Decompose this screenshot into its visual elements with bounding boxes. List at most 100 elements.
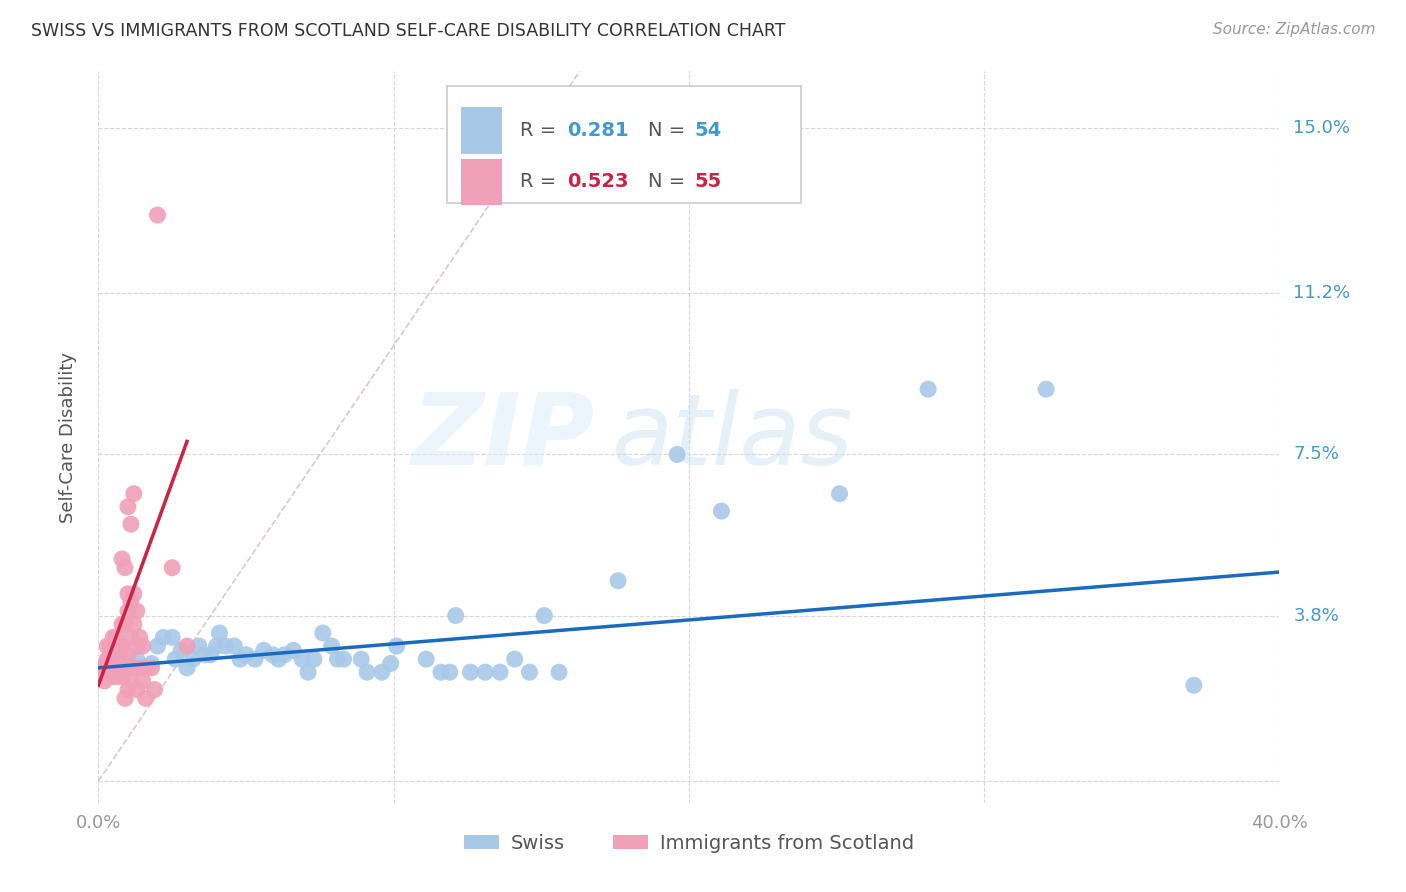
Point	[350, 652, 373, 666]
Point	[208, 626, 231, 640]
Point	[117, 500, 139, 514]
Point	[533, 608, 555, 623]
Point	[666, 448, 689, 462]
Point	[917, 382, 939, 396]
Point	[117, 648, 139, 662]
Point	[111, 639, 134, 653]
Point	[607, 574, 630, 588]
Text: N =: N =	[648, 121, 692, 140]
Text: 15.0%: 15.0%	[1294, 119, 1350, 137]
Point	[143, 682, 166, 697]
Point	[93, 665, 115, 680]
Point	[96, 639, 118, 653]
Point	[162, 631, 183, 645]
Point	[108, 661, 131, 675]
Point	[132, 673, 155, 688]
Point	[828, 486, 851, 500]
Point	[460, 665, 482, 680]
Point	[273, 648, 295, 662]
Point	[444, 608, 467, 623]
Point	[430, 665, 453, 680]
Point	[111, 617, 134, 632]
Point	[146, 208, 169, 222]
Point	[120, 517, 142, 532]
Text: 0.281: 0.281	[567, 121, 628, 140]
Point	[114, 617, 136, 632]
Point	[111, 552, 134, 566]
Point	[380, 657, 402, 671]
Text: SWISS VS IMMIGRANTS FROM SCOTLAND SELF-CARE DISABILITY CORRELATION CHART: SWISS VS IMMIGRANTS FROM SCOTLAND SELF-C…	[31, 22, 786, 40]
Text: 3.8%: 3.8%	[1294, 607, 1339, 624]
Point	[105, 669, 128, 683]
Point	[96, 652, 118, 666]
Point	[125, 604, 148, 618]
Point	[90, 661, 112, 675]
Point	[141, 657, 163, 671]
Point	[128, 631, 150, 645]
Point	[1182, 678, 1205, 692]
Point	[105, 643, 128, 657]
Text: R =: R =	[520, 172, 562, 192]
Point	[120, 673, 142, 688]
Point	[111, 669, 134, 683]
Point	[122, 661, 145, 675]
Text: 54: 54	[695, 121, 723, 140]
Point	[125, 639, 148, 653]
Point	[117, 587, 139, 601]
Point	[105, 639, 128, 653]
Point	[214, 639, 236, 653]
Point	[165, 652, 187, 666]
Legend: Swiss, Immigrants from Scotland: Swiss, Immigrants from Scotland	[458, 829, 920, 859]
Point	[117, 604, 139, 618]
Point	[128, 661, 150, 675]
Point	[122, 617, 145, 632]
Point	[141, 661, 163, 675]
Point	[548, 665, 571, 680]
Point	[120, 631, 142, 645]
Point	[146, 639, 169, 653]
Point	[114, 661, 136, 675]
Point	[371, 665, 394, 680]
FancyBboxPatch shape	[447, 86, 801, 203]
Point	[224, 639, 246, 653]
Text: 11.2%: 11.2%	[1294, 285, 1351, 302]
Text: 55: 55	[695, 172, 723, 192]
Point	[114, 691, 136, 706]
Point	[125, 652, 148, 666]
Point	[181, 652, 204, 666]
Point	[205, 639, 228, 653]
Point	[122, 587, 145, 601]
Point	[489, 665, 512, 680]
Point	[105, 631, 128, 645]
Text: N =: N =	[648, 172, 692, 192]
Point	[415, 652, 437, 666]
Point	[385, 639, 408, 653]
Point	[356, 665, 378, 680]
Point	[1035, 382, 1057, 396]
Text: Source: ZipAtlas.com: Source: ZipAtlas.com	[1212, 22, 1375, 37]
Text: atlas: atlas	[612, 389, 853, 485]
Point	[170, 643, 193, 657]
Point	[103, 631, 125, 645]
Point	[710, 504, 733, 518]
Point	[503, 652, 526, 666]
Point	[297, 665, 319, 680]
Point	[187, 639, 209, 653]
Text: ZIP: ZIP	[412, 389, 595, 485]
Text: 0.523: 0.523	[567, 172, 628, 192]
Point	[103, 669, 125, 683]
Y-axis label: Self-Care Disability: Self-Care Disability	[59, 351, 77, 523]
Point	[117, 682, 139, 697]
Point	[200, 648, 222, 662]
Point	[122, 486, 145, 500]
Point	[152, 631, 174, 645]
Point	[332, 652, 354, 666]
Point	[439, 665, 461, 680]
Point	[98, 661, 121, 675]
Point	[283, 643, 305, 657]
Point	[321, 639, 343, 653]
Point	[125, 682, 148, 697]
Point	[132, 639, 155, 653]
Point	[135, 661, 157, 675]
Point	[267, 652, 290, 666]
